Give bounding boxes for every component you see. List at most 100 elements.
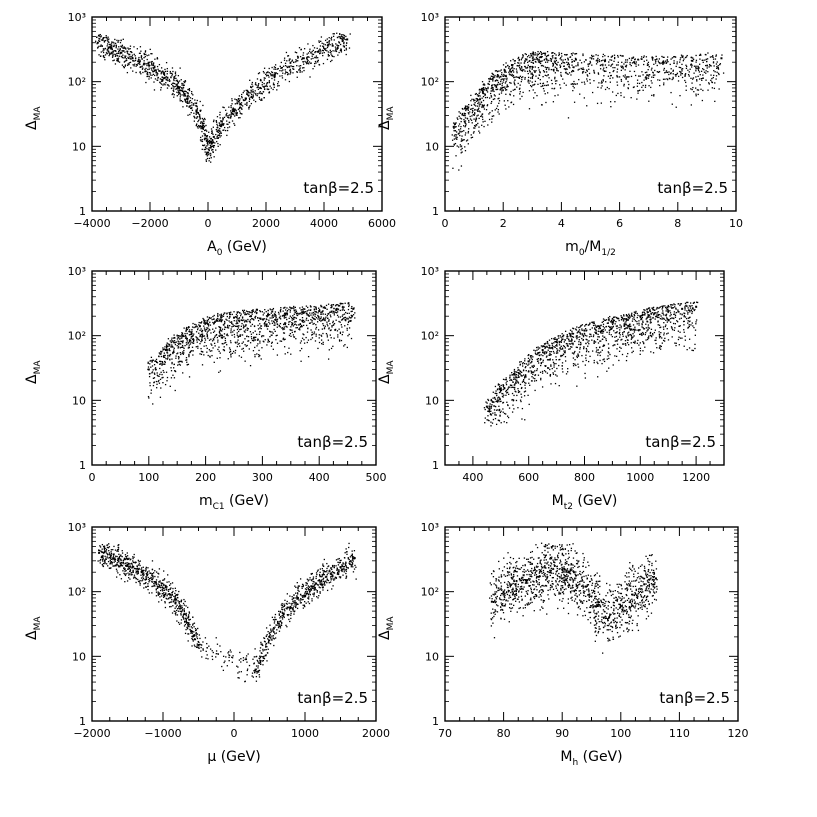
- scatter-dot: [458, 132, 460, 134]
- scatter-dot: [506, 401, 508, 403]
- scatter-dot: [172, 70, 174, 73]
- scatter-dot: [201, 334, 204, 336]
- scatter-dot: [565, 54, 567, 56]
- scatter-dot: [467, 132, 469, 134]
- scatter-dot: [501, 73, 503, 76]
- scatter-dot: [195, 105, 197, 107]
- scatter-dot: [171, 361, 173, 364]
- scatter-dot: [177, 92, 180, 94]
- scatter-dot: [531, 358, 533, 361]
- scatter-dot: [126, 50, 128, 52]
- scatter-dot: [473, 125, 476, 127]
- scatter-dot: [345, 49, 348, 51]
- scatter-dot: [641, 81, 643, 84]
- scatter-dot: [480, 103, 482, 105]
- scatter-dot: [613, 69, 615, 72]
- scatter-dot: [165, 75, 167, 78]
- scatter-dot: [682, 60, 685, 62]
- scatter-dot: [544, 54, 546, 56]
- scatter-dot: [334, 46, 337, 48]
- scatter-dot: [524, 366, 526, 369]
- scatter-dot: [484, 417, 486, 419]
- scatter-dot: [504, 87, 506, 90]
- scatter-dot: [210, 137, 212, 140]
- scatter-dot: [651, 94, 653, 97]
- scatter-dot: [123, 57, 125, 59]
- scatter-dot: [147, 73, 149, 76]
- scatter-dot: [199, 109, 201, 112]
- scatter-dot: [551, 52, 553, 54]
- scatter-dot: [551, 347, 553, 349]
- scatter-dot: [685, 304, 687, 306]
- scatter-dot: [462, 125, 465, 127]
- scatter-dot: [219, 130, 221, 132]
- scatter-dot: [513, 81, 515, 83]
- scatter-dot: [312, 317, 314, 319]
- scatter-dot: [670, 72, 672, 74]
- scatter-dot: [231, 334, 233, 336]
- x-tick-label: 6000: [368, 217, 396, 230]
- scatter-dot: [199, 118, 201, 120]
- scatter-dot: [243, 350, 245, 352]
- scatter-dot: [159, 81, 161, 83]
- scatter-dot: [339, 332, 342, 335]
- scatter-dot: [473, 100, 475, 102]
- scatter-dot: [620, 80, 623, 82]
- scatter-dot: [703, 71, 706, 73]
- scatter-dot: [523, 62, 525, 64]
- scatter-dot: [256, 333, 258, 336]
- scatter-dot: [326, 50, 328, 52]
- scatter-dot: [285, 314, 287, 316]
- scatter-dot: [458, 146, 460, 148]
- scatter-dot: [308, 61, 311, 63]
- scatter-dot: [288, 323, 290, 326]
- x-tick-label: 1000: [626, 471, 654, 484]
- scatter-dot: [538, 59, 540, 61]
- scatter-dot: [685, 81, 687, 84]
- scatter-dot: [293, 61, 295, 63]
- scatter-dot: [114, 50, 117, 52]
- scatter-dot: [517, 382, 520, 384]
- scatter-dot: [279, 326, 281, 328]
- scatter-dot: [128, 54, 130, 56]
- scatter-dot: [113, 44, 115, 46]
- scatter-dot: [188, 95, 190, 98]
- scatter-dot: [468, 119, 470, 122]
- scatter-dot: [571, 71, 573, 73]
- scatter-dot: [123, 49, 125, 52]
- scatter-dot: [320, 304, 322, 307]
- scatter-dot: [486, 104, 488, 107]
- scatter-dot: [467, 143, 469, 145]
- scatter-dot: [643, 63, 645, 66]
- scatter-dot: [550, 79, 553, 82]
- scatter-dot: [297, 55, 299, 58]
- scatter-dot: [152, 377, 155, 379]
- scatter-dot: [238, 99, 241, 102]
- scatter-dot: [124, 51, 126, 53]
- scatter-dot: [120, 45, 122, 47]
- scatter-dot: [551, 367, 553, 370]
- scatter-dot: [199, 139, 202, 141]
- scatter-dot: [140, 55, 143, 58]
- scatter-dot: [315, 335, 317, 337]
- scatter-dot: [504, 86, 506, 88]
- scatter-dot: [330, 304, 333, 306]
- scatter-dot: [513, 71, 515, 73]
- scatter-dot: [193, 104, 195, 106]
- scatter-dot: [151, 64, 153, 66]
- scatter-dot: [468, 113, 470, 115]
- scatter-dot: [215, 327, 217, 329]
- scatter-dot: [247, 336, 250, 338]
- scatter-dot: [327, 325, 329, 327]
- scatter-dot: [462, 114, 465, 117]
- scatter-dot: [195, 331, 198, 333]
- scatter-dot: [465, 124, 467, 127]
- scatter-dot: [254, 83, 257, 85]
- scatter-dot: [266, 82, 268, 85]
- scatter-dot: [713, 70, 715, 72]
- scatter-dot: [491, 90, 493, 92]
- scatter-dot: [511, 379, 513, 382]
- scatter-dot: [687, 317, 690, 319]
- scatter-dot: [234, 349, 237, 352]
- scatter-dot: [101, 45, 103, 48]
